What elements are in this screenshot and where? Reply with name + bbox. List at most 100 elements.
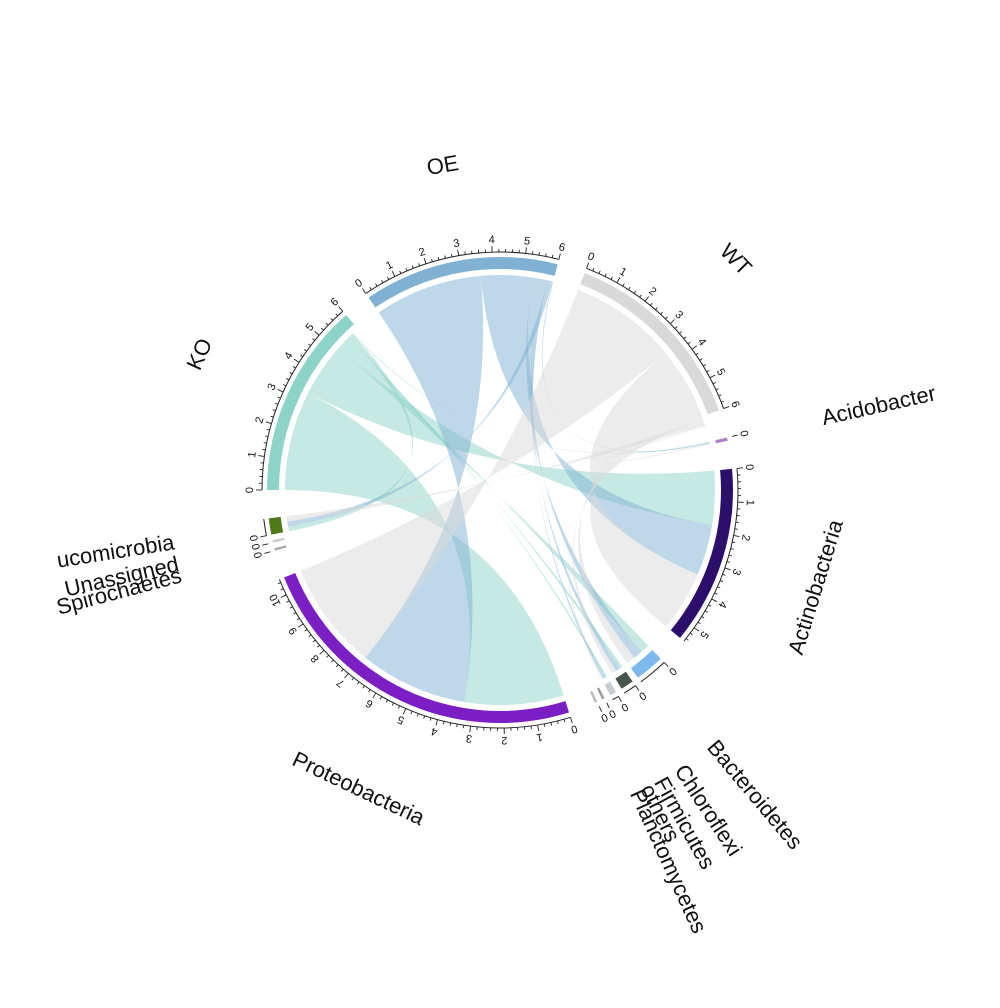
tick-label: 0 [569,722,578,735]
major-tick [372,692,377,699]
minor-tick [335,664,339,668]
link-wt-proteobacteria [300,289,666,658]
major-tick [724,567,731,571]
minor-tick [280,588,284,591]
minor-tick [265,435,269,437]
minor-tick [368,689,371,693]
sector-verrucomicrobia [268,516,284,535]
tick-label: 5 [697,629,710,641]
major-tick [736,467,744,469]
minor-tick [685,638,689,641]
major-tick [423,257,427,264]
sector-ko [267,315,355,490]
minor-tick [706,370,710,373]
minor-tick [660,311,663,315]
minor-tick [399,270,402,274]
minor-tick [598,270,601,274]
minor-tick [411,265,414,269]
tick-label: 4 [282,350,295,362]
major-tick [618,696,622,702]
minor-tick [717,586,721,589]
axis-wt [586,267,725,409]
minor-tick [639,294,642,298]
major-tick [391,270,396,277]
sector-label-acidobacteria: Acidobacter [819,380,938,430]
major-tick [731,434,738,437]
tick-label: 3 [265,382,278,393]
ticks-chloroflexi: 0 [623,685,648,702]
tick-label: 5 [396,713,406,726]
sector-label-proteobacteria: Proteobacteria [289,746,430,830]
minor-tick [563,719,566,723]
major-tick [558,253,561,260]
major-tick [264,551,271,554]
sector-label-oe: OE [425,150,461,180]
minor-tick [687,341,691,345]
link-oe-actinobacteria [480,275,713,575]
axis-chloroflexi [623,685,636,694]
axis-verrucomicrobia [263,518,267,536]
major-tick [598,706,603,712]
minor-tick [543,723,546,727]
minor-tick [335,313,339,317]
ticks-acidobacteria: 0 [731,429,750,438]
minor-tick [628,286,631,290]
minor-tick [557,720,559,724]
sector-oe [368,257,558,308]
minor-tick [405,267,408,272]
minor-tick [450,253,453,257]
minor-tick [633,290,637,294]
minor-tick [655,307,658,311]
link-oe-verrucomicrobia [287,280,553,527]
minor-tick [362,685,365,689]
tick-label: 0 [607,707,618,720]
minor-tick [721,400,725,403]
sector-label-wt: WT [715,238,757,280]
sector-spirochaetes [274,545,287,551]
tick-label: 0 [250,542,263,551]
minor-tick [410,710,413,715]
minor-tick [270,415,274,418]
axis-actinobacteria [683,468,739,642]
ticks-oe: 0 1 2 3 4 5 6 [353,234,566,294]
minor-tick [351,677,355,681]
sector-label-actinobacteria: Actinobacteria [783,516,848,657]
major-tick [298,623,304,628]
tick-label: 2 [739,534,752,542]
minor-tick [341,668,344,672]
minor-tick [444,255,446,259]
minor-tick [604,273,607,277]
tick-label: 1 [744,499,756,506]
axis-firmicutes [612,695,619,701]
tick-label: 2 [501,734,507,746]
minor-tick [379,696,383,700]
tick-label: 0 [737,429,750,438]
minor-tick [423,715,426,719]
tick-label: 4 [695,336,708,348]
link-ko-proteobacteria [285,393,564,705]
minor-tick [545,253,547,257]
minor-tick [718,394,722,397]
minor-tick [304,629,308,632]
tick-label: 4 [430,725,439,738]
sector-others [596,687,605,700]
minor-tick [702,364,707,367]
minor-tick [331,659,334,663]
minor-tick [429,717,432,721]
minor-tick [369,286,372,291]
minor-tick [714,592,718,595]
minor-tick [274,402,279,405]
minor-tick [317,644,320,648]
link-oe-chloroflexi [530,279,620,671]
minor-tick [292,366,296,369]
sector-chloroflexi [615,671,633,689]
links-layer [285,275,715,705]
tick-label: 0 [743,464,756,471]
minor-tick [321,327,324,331]
minor-tick [732,541,736,544]
ticks-spirochaetes: 0 [252,550,271,560]
tick-label: 2 [646,285,658,298]
major-tick [691,345,698,350]
ticks-others: 0 [606,702,618,720]
minor-tick [689,632,693,636]
